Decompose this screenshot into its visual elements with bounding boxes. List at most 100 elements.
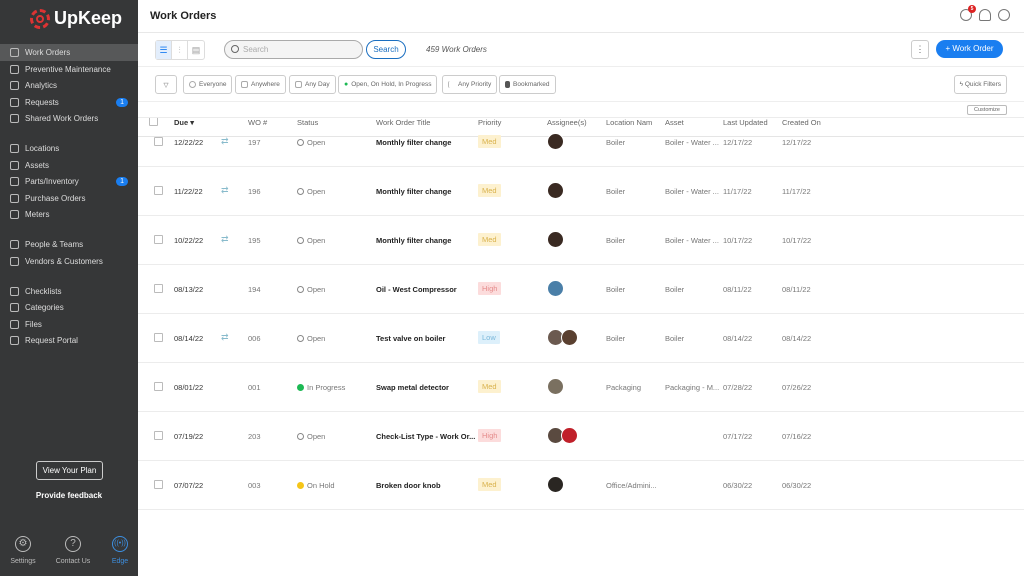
status: Open [297, 138, 325, 147]
search-input[interactable]: Search [224, 40, 363, 59]
sidebar-item-request-portal[interactable]: Request Portal [0, 332, 138, 349]
work-order-title[interactable]: Check-List Type - Work Or... [376, 432, 476, 441]
row-checkbox[interactable] [154, 333, 163, 342]
column-due[interactable]: Due ▾ [174, 118, 195, 127]
sidebar-item-files[interactable]: Files [0, 316, 138, 333]
work-order-title[interactable]: Monthly filter change [376, 187, 452, 196]
assignee-avatar[interactable] [547, 182, 564, 199]
assignee-avatar[interactable] [547, 231, 564, 248]
board-view-icon[interactable]: ⫶ [172, 41, 188, 59]
column-assignees[interactable]: Assignee(s) [547, 118, 587, 127]
row-checkbox[interactable] [154, 382, 163, 391]
row-checkbox[interactable] [154, 137, 163, 146]
work-order-title[interactable]: Monthly filter change [376, 138, 452, 147]
table-row[interactable]: 07/19/22 203 Open Check-List Type - Work… [138, 412, 1024, 461]
row-checkbox[interactable] [154, 235, 163, 244]
sidebar-item-shared-work-orders[interactable]: Shared Work Orders [0, 110, 138, 127]
assignee-avatar[interactable] [561, 427, 578, 444]
sidebar-item-assets[interactable]: Assets [0, 157, 138, 174]
column-last-updated[interactable]: Last Updated [723, 118, 768, 127]
column-title[interactable]: Work Order Title [376, 118, 431, 127]
row-checkbox[interactable] [154, 186, 163, 195]
due-date: 07/07/22 [174, 481, 204, 490]
row-checkbox[interactable] [154, 431, 163, 440]
wo-number: 196 [248, 187, 261, 196]
search-button[interactable]: Search [366, 40, 406, 59]
calendar-view-icon[interactable]: ▤ [191, 45, 201, 55]
quick-filters-button[interactable]: ϟ Quick Filters [953, 75, 1007, 94]
table-row[interactable]: 08/01/22 001 In Progress Swap metal dete… [138, 363, 1024, 412]
settings-button[interactable]: ⚙ Settings [3, 536, 43, 565]
view-plan-button[interactable]: View Your Plan [36, 461, 103, 480]
list-view-icon[interactable]: ☰ [156, 41, 172, 59]
work-order-title[interactable]: Swap metal detector [376, 383, 449, 392]
column-priority[interactable]: Priority [478, 118, 502, 127]
filter-status[interactable]: ● Open, On Hold, In Progress [338, 75, 438, 94]
nav-icon [10, 65, 19, 74]
sidebar-item-preventive-maintenance[interactable]: Preventive Maintenance [0, 61, 138, 78]
assignee-avatar[interactable] [547, 378, 564, 395]
work-order-title[interactable]: Monthly filter change [376, 236, 452, 245]
filter-funnel-button[interactable]: ▽ [155, 75, 177, 94]
new-work-order-button[interactable]: + Work Order [936, 40, 1003, 58]
sidebar-item-locations[interactable]: Locations [0, 140, 138, 157]
filter-assignee[interactable]: Everyone [183, 75, 233, 94]
filter-priority[interactable]: Any Priority [442, 75, 498, 94]
sidebar-item-people-teams[interactable]: People & Teams [0, 236, 138, 253]
sidebar-item-checklists[interactable]: Checklists [0, 283, 138, 300]
contact-us-button[interactable]: ? Contact Us [53, 536, 93, 565]
table-row[interactable]: 08/14/22 ⇄ 006 Open Test valve on boiler… [138, 314, 1024, 363]
bell-icon[interactable] [979, 9, 991, 21]
work-order-title[interactable]: Broken door knob [376, 481, 441, 490]
sidebar-item-label: Work Orders [25, 48, 71, 57]
edge-button[interactable]: ((•)) Edge [100, 536, 140, 565]
chip-label: Everyone [199, 81, 227, 88]
column-asset[interactable]: Asset [665, 118, 684, 127]
due-date: 08/13/22 [174, 285, 204, 294]
sidebar-item-requests[interactable]: Requests 1 [0, 94, 138, 111]
priority-badge: Low [478, 331, 500, 344]
assignee-avatar[interactable] [561, 329, 578, 346]
table-row[interactable]: 12/22/22 ⇄ 197 Open Monthly filter chang… [138, 118, 1024, 167]
sidebar-item-work-orders[interactable]: Work Orders [0, 44, 138, 61]
repeat-icon: ⇄ [221, 234, 229, 244]
priority-badge: High [478, 429, 502, 442]
column-status[interactable]: Status [297, 118, 319, 127]
more-options-button[interactable]: ⋮ [911, 40, 929, 59]
table-row[interactable]: 08/13/22 194 Open Oil - West Compressor … [138, 265, 1024, 314]
filter-location[interactable]: Anywhere [235, 75, 286, 94]
sidebar-item-analytics[interactable]: Analytics [0, 77, 138, 94]
column-created-on[interactable]: Created On [782, 118, 821, 127]
row-checkbox[interactable] [154, 480, 163, 489]
upkeep-logo[interactable]: UpKeep [30, 8, 122, 29]
column-location[interactable]: Location Nam [606, 118, 653, 127]
nav-icon [10, 240, 19, 249]
column-wo[interactable]: WO # [248, 118, 268, 127]
sidebar-item-meters[interactable]: Meters [0, 206, 138, 223]
work-order-count: 459 Work Orders [426, 45, 487, 54]
sidebar-item-parts-inventory[interactable]: Parts/Inventory 1 [0, 173, 138, 190]
customize-button[interactable]: Customize [967, 105, 1007, 115]
work-order-title[interactable]: Oil - West Compressor [376, 285, 457, 294]
table-body: 12/22/22 ⇄ 197 Open Monthly filter chang… [138, 104, 1024, 576]
table-row[interactable]: 11/22/22 ⇄ 196 Open Monthly filter chang… [138, 167, 1024, 216]
user-profile-icon[interactable] [998, 9, 1010, 21]
status-dots-icon: ● [344, 81, 349, 88]
people-icon [189, 81, 196, 88]
filter-date[interactable]: Any Day [289, 75, 336, 94]
assignee-avatar[interactable] [547, 280, 564, 297]
table-row[interactable]: 07/07/22 003 On Hold Broken door knob Me… [138, 461, 1024, 510]
work-order-title[interactable]: Test valve on boiler [376, 334, 446, 343]
count-badge: 1 [116, 177, 128, 186]
assignee-avatar[interactable] [547, 133, 564, 150]
provide-feedback-link[interactable]: Provide feedback [35, 491, 103, 500]
row-checkbox[interactable] [154, 284, 163, 293]
assignee-avatar[interactable] [547, 476, 564, 493]
lightbulb-icon[interactable]: 5 [960, 5, 976, 21]
filter-bookmarked[interactable]: Bookmarked [499, 75, 556, 94]
status-label: Open [307, 236, 326, 245]
sidebar-item-vendors-customers[interactable]: Vendors & Customers [0, 253, 138, 270]
sidebar-item-purchase-orders[interactable]: Purchase Orders [0, 190, 138, 207]
sidebar-item-categories[interactable]: Categories [0, 299, 138, 316]
table-row[interactable]: 10/22/22 ⇄ 195 Open Monthly filter chang… [138, 216, 1024, 265]
